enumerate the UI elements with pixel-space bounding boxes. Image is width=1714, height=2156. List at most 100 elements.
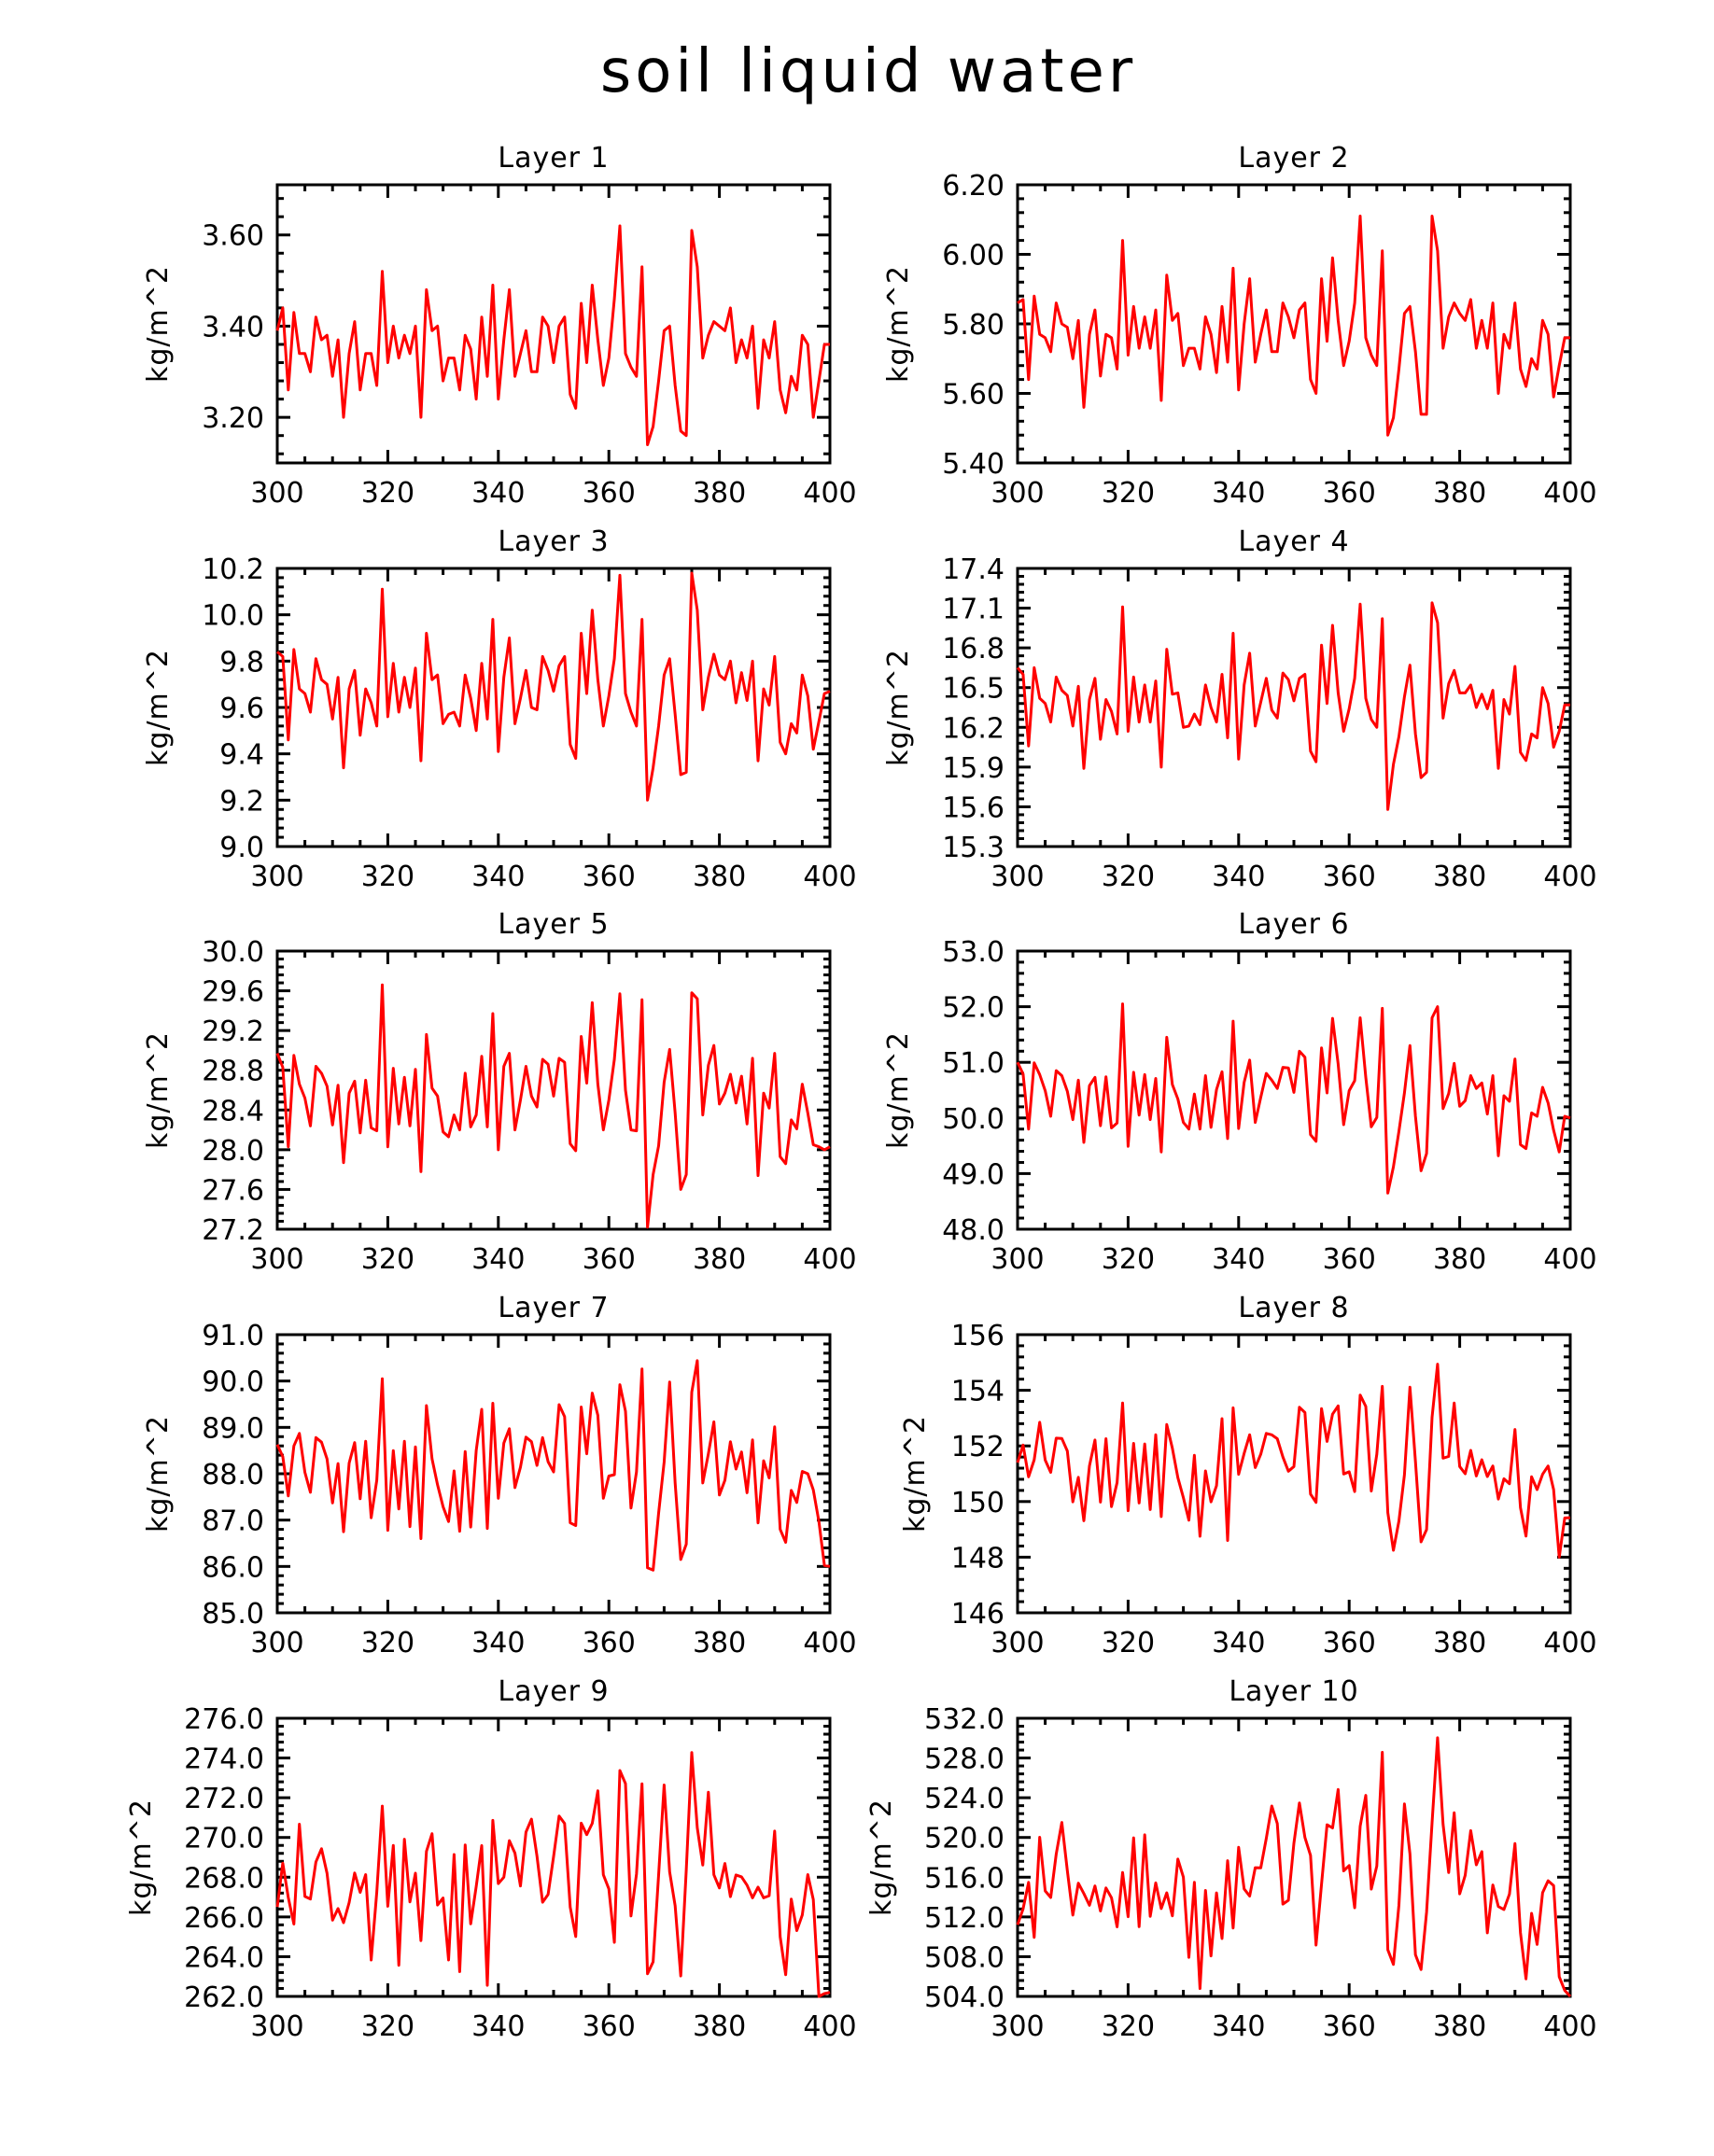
layer-4-x-tick-label: 380: [1433, 861, 1486, 893]
layer-10-title: Layer 10: [1229, 1675, 1358, 1708]
layer-8-x-tick-label: 320: [1102, 1627, 1155, 1659]
layer-8-x-tick-label: 380: [1433, 1627, 1486, 1659]
layer-7-title: Layer 7: [498, 1292, 609, 1324]
layer-4-y-tick-label: 15.3: [942, 832, 1005, 864]
layer-3-y-tick-label: 9.8: [219, 646, 264, 679]
layer-6-x-tick-label: 320: [1102, 1243, 1155, 1276]
layer-3-x-tick-label: 380: [693, 861, 746, 893]
layer-7-y-tick-label: 88.0: [202, 1459, 264, 1491]
layer-9-y-tick-label: 274.0: [184, 1743, 264, 1776]
layer-2-x-tick-label: 380: [1433, 477, 1486, 510]
layer-2-x-tick-label: 340: [1212, 477, 1265, 510]
layer-4-y-tick-label: 16.2: [942, 712, 1005, 745]
layer-8-series-line: [1016, 1363, 1571, 1559]
layer-8-x-tick-label: 300: [990, 1627, 1044, 1659]
layer-9-x-tick-label: 400: [803, 2010, 856, 2043]
layer-7-y-tick-label: 87.0: [202, 1505, 264, 1538]
layer-7-x-tick-label: 340: [471, 1627, 525, 1659]
layer-5-y-tick-label: 27.2: [202, 1214, 264, 1247]
layer-10-y-tick-label: 528.0: [924, 1743, 1005, 1776]
layer-2-series-line: [1017, 215, 1570, 437]
layer-8-x-tick-label: 400: [1543, 1627, 1596, 1659]
layer-10-x-tick-label: 400: [1543, 2010, 1596, 2043]
layer-7-x-tick-label: 300: [250, 1627, 303, 1659]
layer-6-y-tick-label: 53.0: [942, 936, 1005, 969]
layer-5-y-tick-label: 28.0: [202, 1135, 264, 1168]
layer-8-x-tick-label: 360: [1323, 1627, 1376, 1659]
layer-2-y-tick-label: 5.40: [942, 448, 1005, 481]
layer-1-y-tick-label: 3.60: [202, 220, 264, 253]
layer-2-y-tick-label: 5.60: [942, 379, 1005, 412]
layer-1-plot-frame: [275, 183, 832, 465]
layer-10-x-tick-label: 300: [990, 2010, 1044, 2043]
layer-2-y-tick-label: 5.80: [942, 309, 1005, 342]
layer-5-x-tick-label: 340: [471, 1243, 525, 1276]
layer-6-panel: Layer 6 300 320 340 360 380 400 48.0 49.0 50.0 51.…: [882, 908, 1597, 1276]
layer-1-y-axis-label: kg/m^2: [142, 265, 175, 383]
layer-10-y-tick-label: 504.0: [924, 1981, 1005, 2014]
layer-10-panel: Layer 10 300 320 340 360 380 400 504.0 508.0 512.…: [865, 1675, 1597, 2043]
layer-9-x-tick-label: 380: [693, 2010, 746, 2043]
layer-7-y-tick-label: 86.0: [202, 1551, 264, 1584]
layer-5-y-axis-label: kg/m^2: [142, 1031, 175, 1149]
layer-3-x-tick-label: 320: [361, 861, 414, 893]
layer-4-y-tick-label: 17.1: [942, 594, 1005, 626]
layer-2-x-tick-label: 300: [990, 477, 1044, 510]
layer-2-x-tick-label: 400: [1543, 477, 1596, 510]
layer-1-x-tick-label: 340: [471, 477, 525, 510]
layer-7-y-tick-label: 90.0: [202, 1366, 264, 1399]
layer-3-title: Layer 3: [498, 525, 609, 558]
layer-4-x-tick-label: 400: [1543, 861, 1596, 893]
layer-4-x-tick-label: 360: [1323, 861, 1376, 893]
layer-9-x-tick-label: 340: [471, 2010, 525, 2043]
layer-2-y-tick-label: 6.00: [942, 240, 1005, 273]
layer-3-x-tick-label: 340: [471, 861, 525, 893]
layer-8-y-tick-label: 148: [951, 1542, 1005, 1575]
layer-8-title: Layer 8: [1238, 1292, 1349, 1324]
layer-6-y-tick-label: 48.0: [942, 1214, 1005, 1247]
layer-2-title: Layer 2: [1238, 142, 1349, 175]
layer-1-x-tick-label: 400: [803, 477, 856, 510]
layer-3-x-tick-label: 400: [803, 861, 856, 893]
layer-1-x-tick-label: 300: [250, 477, 303, 510]
layer-6-y-axis-label: kg/m^2: [882, 1031, 915, 1149]
layer-3-series-line: [276, 571, 831, 802]
layer-3-panel: Layer 3 300 320 340 360 380 400 9.0 9.2 9.4 9.6 9.8…: [142, 525, 857, 893]
layer-3-y-axis-label: kg/m^2: [142, 649, 175, 766]
layer-5-y-tick-label: 27.6: [202, 1174, 264, 1207]
layer-8-y-tick-label: 146: [951, 1598, 1005, 1631]
layer-5-panel: Layer 5 300 320 340 360 380 400 27.2 27.6 28.0 28.…: [142, 908, 857, 1276]
layer-9-x-tick-label: 360: [583, 2010, 636, 2043]
layer-6-x-tick-label: 400: [1543, 1243, 1596, 1276]
layer-9-title: Layer 9: [498, 1675, 609, 1708]
layer-5-title: Layer 5: [498, 908, 609, 941]
layer-6-y-tick-label: 51.0: [942, 1047, 1005, 1080]
layer-4-y-tick-label: 16.8: [942, 633, 1005, 665]
layer-3-y-tick-label: 9.6: [219, 693, 264, 725]
layer-1-panel: Layer 1 300 320 340 360 380 400 3.20 3.40 3.60 kg/…: [142, 142, 857, 510]
layer-1-y-tick-label: 3.20: [202, 402, 264, 435]
layer-7-y-tick-label: 91.0: [202, 1320, 264, 1352]
layer-4-y-tick-label: 16.5: [942, 673, 1005, 706]
layer-9-y-tick-label: 276.0: [184, 1703, 264, 1736]
layer-2-plot-frame: [1016, 183, 1572, 465]
layer-3-y-tick-label: 9.2: [219, 785, 264, 818]
layer-3-x-tick-label: 300: [250, 861, 303, 893]
layer-8-y-tick-label: 150: [951, 1487, 1005, 1519]
layer-10-x-tick-label: 380: [1433, 2010, 1486, 2043]
layer-4-y-tick-label: 15.6: [942, 791, 1005, 824]
layer-6-x-tick-label: 300: [990, 1243, 1044, 1276]
layer-2-panel: Layer 2 300 320 340 360 380 400 5.40 5.60 5.80 6.0…: [882, 142, 1597, 510]
layer-9-x-tick-label: 320: [361, 2010, 414, 2043]
layer-9-y-tick-label: 270.0: [184, 1823, 264, 1855]
layer-1-x-tick-label: 380: [693, 477, 746, 510]
layer-8-panel: Layer 8 300 320 340 360 380 400 146 148 150 152 154…: [899, 1292, 1597, 1659]
layer-7-x-tick-label: 400: [803, 1627, 856, 1659]
layer-10-y-axis-label: kg/m^2: [865, 1799, 898, 1916]
layer-6-y-tick-label: 50.0: [942, 1103, 1005, 1136]
layer-5-y-tick-label: 29.6: [202, 976, 264, 1009]
layer-4-y-axis-label: kg/m^2: [882, 649, 915, 766]
layer-10-y-tick-label: 508.0: [924, 1941, 1005, 1974]
layer-6-x-tick-label: 380: [1433, 1243, 1486, 1276]
